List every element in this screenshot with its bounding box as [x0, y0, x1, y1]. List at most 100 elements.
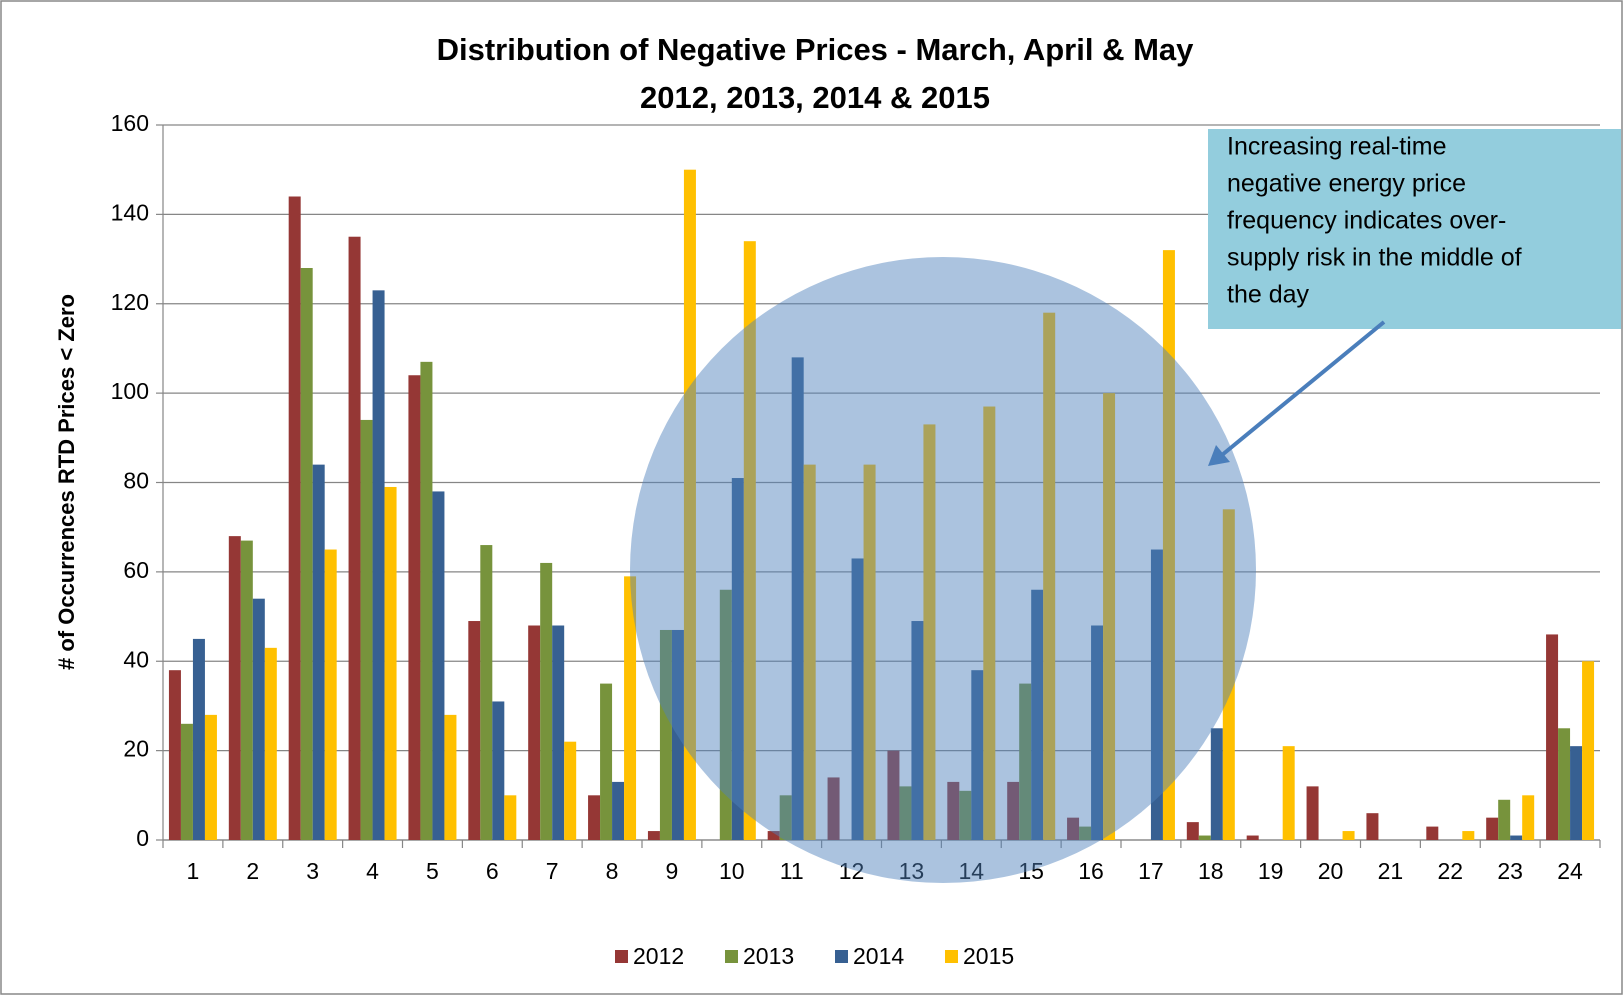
x-tick-label: 21 — [1378, 858, 1404, 884]
bar — [384, 486, 397, 840]
annotation-text: negative energy price — [1227, 170, 1466, 198]
bar — [360, 419, 373, 840]
bar — [1282, 746, 1295, 840]
bar — [288, 196, 301, 840]
x-tick-label: 10 — [719, 858, 745, 884]
arrow-head — [1208, 445, 1230, 466]
bar — [659, 629, 672, 840]
bar — [1007, 781, 1020, 840]
chart-title: Distribution of Negative Prices - March,… — [437, 32, 1195, 67]
bar — [528, 625, 541, 840]
bar — [1186, 822, 1199, 840]
bar — [923, 424, 936, 840]
legend-label: 2013 — [743, 943, 794, 969]
x-tick-label: 13 — [899, 858, 925, 884]
bar — [168, 670, 181, 840]
bar — [731, 478, 744, 840]
x-tick-label: 23 — [1497, 858, 1523, 884]
highlight-circle — [630, 257, 1256, 883]
x-tick-label: 19 — [1258, 858, 1284, 884]
bar — [504, 795, 517, 840]
bar — [372, 290, 385, 840]
bar — [624, 576, 637, 840]
bar — [683, 169, 696, 840]
bar — [1558, 728, 1571, 840]
bar — [1150, 549, 1163, 840]
bar — [192, 638, 205, 840]
bar — [851, 558, 864, 840]
bar — [1079, 826, 1092, 840]
bar — [252, 598, 265, 840]
bar — [983, 406, 996, 840]
bar — [300, 268, 313, 840]
annotation-text: Increasing real-time — [1227, 133, 1447, 161]
annotation-arrow — [1220, 320, 1386, 457]
bar — [612, 781, 625, 840]
y-tick-label: 160 — [111, 110, 149, 136]
annotation-text: frequency indicates over- — [1227, 207, 1506, 235]
bar — [1522, 795, 1535, 840]
bar — [468, 621, 481, 840]
legend-swatch — [945, 950, 958, 963]
bar — [348, 236, 361, 840]
y-tick-label: 20 — [123, 736, 149, 762]
x-tick-label: 7 — [546, 858, 559, 884]
bar — [1306, 786, 1319, 840]
x-tick-label: 17 — [1138, 858, 1164, 884]
legend-label: 2015 — [963, 943, 1014, 969]
bar — [1067, 817, 1080, 840]
y-axis-label: # of Occurrences RTD Prices < Zero — [54, 294, 79, 670]
bar — [1043, 312, 1056, 840]
annotation-text: supply risk in the middle of — [1227, 244, 1522, 272]
bar — [1546, 634, 1559, 840]
bar — [1498, 799, 1511, 840]
bar — [779, 795, 792, 840]
bar — [887, 750, 900, 840]
bar — [671, 629, 684, 840]
annotation-text: the day — [1227, 281, 1310, 309]
bar — [803, 464, 816, 840]
x-tick-label: 16 — [1078, 858, 1104, 884]
bar — [444, 714, 457, 840]
bar — [1510, 835, 1523, 840]
legend-swatch — [725, 950, 738, 963]
bar — [312, 464, 325, 840]
bar — [719, 589, 732, 840]
legend-label: 2012 — [633, 943, 684, 969]
bar — [324, 549, 337, 840]
bar — [1462, 831, 1475, 840]
bar — [588, 795, 601, 840]
bar — [899, 786, 912, 840]
x-tick-label: 4 — [366, 858, 379, 884]
y-tick-label: 140 — [111, 199, 149, 225]
bar — [959, 790, 972, 840]
y-tick-label: 0 — [136, 825, 149, 851]
x-tick-label: 8 — [606, 858, 619, 884]
bar — [1103, 393, 1116, 840]
bar — [767, 831, 780, 840]
bar — [1582, 661, 1595, 840]
bar — [552, 625, 565, 840]
bar — [204, 714, 217, 840]
bar — [1426, 826, 1439, 840]
annotation-box — [1208, 129, 1621, 329]
bar — [1031, 589, 1044, 840]
bar — [791, 357, 804, 840]
bar — [743, 241, 756, 840]
legend: 2012 2013 2014 2015 — [615, 943, 1014, 969]
bar — [480, 545, 493, 840]
bar — [1246, 835, 1259, 840]
y-tick-label: 120 — [111, 289, 149, 315]
bar — [180, 723, 193, 840]
x-tick-label: 18 — [1198, 858, 1224, 884]
chart-subtitle: 2012, 2013, 2014 & 2015 — [640, 80, 990, 115]
bar — [1222, 509, 1235, 840]
bar — [540, 562, 553, 840]
x-tick-label: 6 — [486, 858, 499, 884]
x-tick-label: 2 — [246, 858, 259, 884]
legend-swatch — [615, 950, 628, 963]
bar — [947, 781, 960, 840]
bar — [911, 621, 924, 840]
